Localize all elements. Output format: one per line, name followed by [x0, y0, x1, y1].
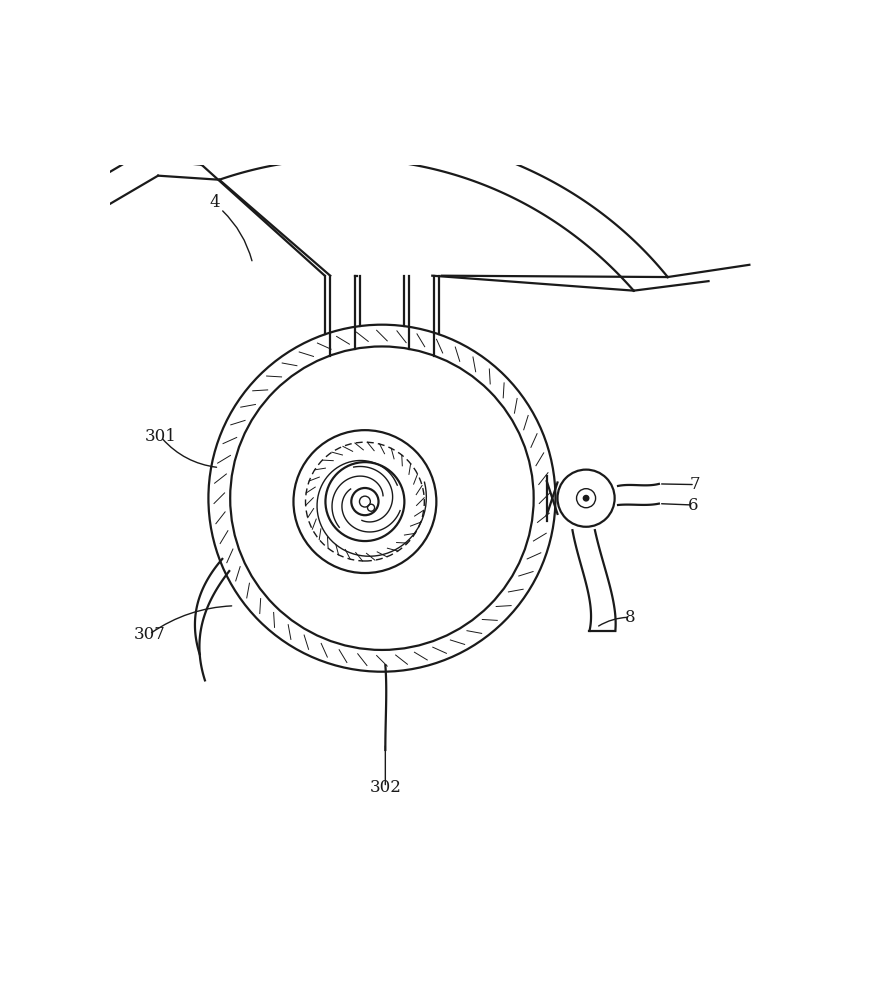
Text: 307: 307: [133, 626, 165, 643]
Circle shape: [582, 495, 588, 501]
Circle shape: [208, 325, 555, 672]
Circle shape: [230, 346, 533, 650]
Text: 8: 8: [624, 609, 635, 626]
Text: 306: 306: [386, 408, 417, 425]
Circle shape: [351, 488, 378, 515]
Text: 301: 301: [145, 428, 176, 445]
Text: 4: 4: [210, 194, 220, 211]
Circle shape: [359, 496, 370, 507]
Circle shape: [293, 430, 436, 573]
Text: 303: 303: [474, 503, 506, 520]
Text: 302: 302: [369, 779, 401, 796]
Text: 7: 7: [688, 476, 700, 493]
Text: 6: 6: [687, 496, 697, 514]
Text: 305: 305: [476, 479, 508, 496]
Circle shape: [325, 462, 404, 541]
Text: 304: 304: [250, 505, 282, 522]
Circle shape: [557, 470, 614, 527]
Circle shape: [576, 489, 595, 508]
